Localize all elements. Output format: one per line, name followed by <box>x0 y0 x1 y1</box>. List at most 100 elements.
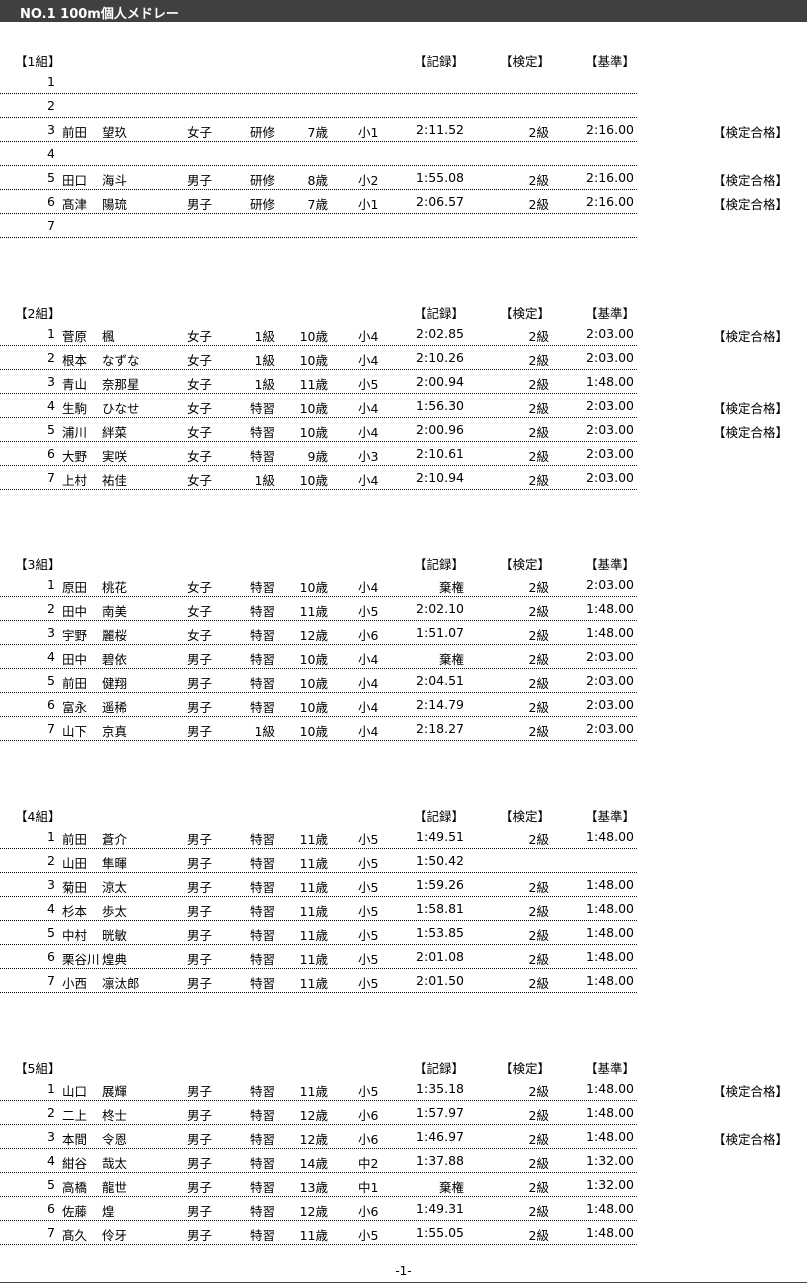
cell-lane: 4 <box>47 649 55 664</box>
cell-standard: 1:32.00 <box>586 1177 634 1192</box>
cell-school: 小5 <box>358 1228 379 1243</box>
cell-given: 奈那星 <box>102 377 140 392</box>
cell-school: 小5 <box>358 856 379 871</box>
cell-lane: 1 <box>47 577 55 592</box>
cell-age: 7歳 <box>307 125 328 140</box>
cell-gender: 男子 <box>187 1156 213 1171</box>
cell-age: 9歳 <box>307 449 328 464</box>
cell-class: 特習 <box>249 425 275 440</box>
cell-standard: 1:48.00 <box>586 829 634 844</box>
cell-surname: 大野 <box>62 449 88 464</box>
pass-badge: 【検定合格】 <box>713 425 789 440</box>
cell-given: 碧依 <box>102 652 128 667</box>
table-row: 1 山口 展輝 男子 特習 11歳 小5 1:35.18 2級 1:48.00 【検定合格】 <box>0 1077 788 1101</box>
cell-record: 2:04.51 <box>416 673 464 688</box>
cell-standard: 2:03.00 <box>586 326 634 341</box>
cell-class: 特習 <box>249 652 275 667</box>
table-row: 3 前田 望玖 女子 研修 7歳 小1 2:11.52 2級 2:16.00 【検定合格】 <box>0 118 788 142</box>
cell-school: 小5 <box>358 976 379 991</box>
cell-standard: 2:03.00 <box>586 350 634 365</box>
cell-class: 特習 <box>249 604 275 619</box>
cell-lane: 2 <box>47 1105 55 1120</box>
cell-given: 南美 <box>102 604 128 619</box>
cell-age: 10歳 <box>299 473 328 488</box>
cell-lane: 3 <box>47 374 55 389</box>
cell-kentei: 2級 <box>528 952 549 967</box>
heat-group: 【5組】 【記録】 【検定】 【基準】 1 山口 展輝 男子 特習 11歳 小5 1:35.18 2級 1… <box>0 1055 807 1245</box>
table-row: 5 前田 健翔 男子 特習 10歳 小4 2:04.51 2級 2:03.00 <box>0 669 637 693</box>
cell-kentei: 2級 <box>528 652 549 667</box>
cell-class: 特習 <box>249 1228 275 1243</box>
cell-class: 特習 <box>249 1108 275 1123</box>
cell-given: 哉太 <box>102 1156 128 1171</box>
cell-record: 1:55.08 <box>416 170 464 185</box>
cell-standard: 1:48.00 <box>586 973 634 988</box>
cell-given: 煌典 <box>102 952 128 967</box>
cell-school: 小3 <box>358 449 379 464</box>
cell-gender: 男子 <box>187 1084 213 1099</box>
header-record: 【記録】 <box>414 306 465 321</box>
title-bar: NO.1 100m個人メドレー <box>0 0 807 22</box>
cell-standard: 1:48.00 <box>586 1081 634 1096</box>
cell-lane: 1 <box>47 829 55 844</box>
cell-record: 2:10.61 <box>416 446 464 461</box>
cell-given: 展輝 <box>102 1084 128 1099</box>
cell-record: 1:51.07 <box>416 625 464 640</box>
cell-school: 小4 <box>358 425 379 440</box>
cell-school: 小2 <box>358 173 379 188</box>
cell-school: 小6 <box>358 1204 379 1219</box>
cell-record: 2:10.26 <box>416 350 464 365</box>
cell-surname: 紺谷 <box>62 1156 88 1171</box>
cell-surname: 中村 <box>62 928 88 943</box>
cell-record: 2:10.94 <box>416 470 464 485</box>
cell-surname: 田中 <box>62 652 88 667</box>
cell-standard: 1:48.00 <box>586 1129 634 1144</box>
cell-lane: 3 <box>47 1129 55 1144</box>
cell-standard: 1:48.00 <box>586 625 634 640</box>
cell-school: 小4 <box>358 700 379 715</box>
cell-kentei: 2級 <box>528 976 549 991</box>
cell-lane: 7 <box>47 1225 55 1240</box>
cell-gender: 女子 <box>187 125 213 140</box>
table-row: 5 浦川 絆菜 女子 特習 10歳 小4 2:00.96 2級 2:03.00 【検定合格】 <box>0 418 788 442</box>
cell-record: 1:53.85 <box>416 925 464 940</box>
table-row: 3 宇野 麗桜 女子 特習 12歳 小6 1:51.07 2級 1:48.00 <box>0 621 637 645</box>
cell-age: 14歳 <box>299 1156 328 1171</box>
pass-badge: 【検定合格】 <box>713 1132 789 1147</box>
cell-age: 11歳 <box>299 976 328 991</box>
cell-kentei: 2級 <box>528 329 549 344</box>
cell-given: なずな <box>102 353 140 368</box>
cell-surname: 前田 <box>62 832 88 847</box>
cell-surname: 上村 <box>62 473 88 488</box>
cell-surname: 小西 <box>62 976 88 991</box>
cell-kentei: 2級 <box>528 353 549 368</box>
cell-school: 小5 <box>358 880 379 895</box>
table-row: 1 原田 桃花 女子 特習 10歳 小4 棄権 2級 2:03.00 <box>0 573 637 597</box>
table-row: 4 田中 碧依 男子 特習 10歳 小4 棄権 2級 2:03.00 <box>0 645 637 669</box>
cell-school: 小4 <box>358 401 379 416</box>
cell-age: 12歳 <box>299 1204 328 1219</box>
cell-surname: 菅原 <box>62 329 88 344</box>
cell-standard: 2:03.00 <box>586 422 634 437</box>
cell-standard: 1:48.00 <box>586 374 634 389</box>
cell-kentei: 2級 <box>528 700 549 715</box>
cell-class: 1級 <box>254 377 275 392</box>
cell-class: 特習 <box>249 952 275 967</box>
cell-given: 麗桜 <box>102 628 128 643</box>
table-row: 2 二上 柊士 男子 特習 12歳 小6 1:57.97 2級 1:48.00 <box>0 1101 637 1125</box>
cell-given: 京真 <box>102 724 128 739</box>
table-row: 5 中村 晄敏 男子 特習 11歳 小5 1:53.85 2級 1:48.00 <box>0 921 637 945</box>
cell-kentei: 2級 <box>528 401 549 416</box>
cell-record: 2:00.94 <box>416 374 464 389</box>
cell-school: 小4 <box>358 353 379 368</box>
pass-badge: 【検定合格】 <box>713 329 789 344</box>
cell-lane: 7 <box>47 973 55 988</box>
cell-surname: 佐藤 <box>62 1204 88 1219</box>
cell-standard: 1:48.00 <box>586 1105 634 1120</box>
table-row: 7 小西 凛汰郎 男子 特習 11歳 小5 2:01.50 2級 1:48.00 <box>0 969 637 993</box>
header-record: 【記録】 <box>414 1061 465 1076</box>
table-row: 7 髙久 伶牙 男子 特習 11歳 小5 1:55.05 2級 1:48.00 <box>0 1221 637 1245</box>
cell-gender: 男子 <box>187 197 213 212</box>
cell-school: 小4 <box>358 329 379 344</box>
table-row: 1 菅原楓 女子 1級 10歳 小4 2:02.85 2級 2:03.00 【検定合格】 <box>0 322 788 346</box>
